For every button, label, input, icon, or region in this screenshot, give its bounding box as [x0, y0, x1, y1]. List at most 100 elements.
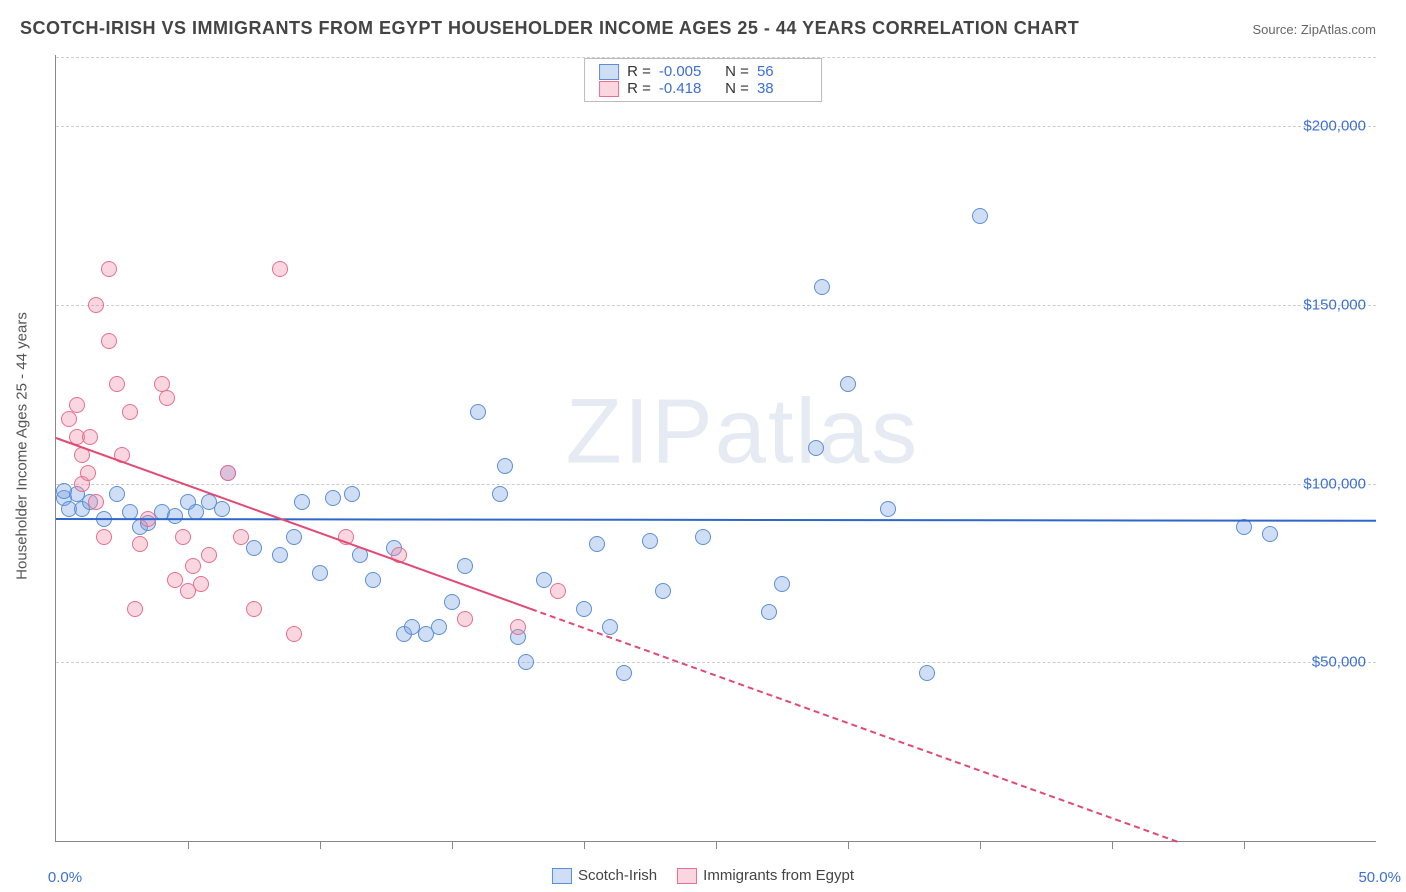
data-point	[101, 333, 117, 349]
x-tick-mark	[848, 841, 849, 849]
trend-line	[531, 608, 1178, 843]
data-point	[761, 604, 777, 620]
y-tick-label: $50,000	[1312, 654, 1366, 671]
data-point	[294, 494, 310, 510]
legend-r-label: R =	[627, 63, 651, 80]
data-point	[589, 536, 605, 552]
legend-row: R = -0.418 N = 38	[599, 80, 807, 97]
data-point	[96, 529, 112, 545]
data-point	[655, 583, 671, 599]
trend-line	[56, 437, 532, 610]
data-point	[272, 261, 288, 277]
source-prefix: Source:	[1252, 22, 1300, 37]
data-point	[312, 565, 328, 581]
data-point	[642, 533, 658, 549]
x-tick-mark	[1244, 841, 1245, 849]
legend-n-value: 38	[757, 80, 807, 97]
data-point	[109, 486, 125, 502]
legend-r-value: -0.418	[659, 80, 709, 97]
data-point	[602, 619, 618, 635]
y-axis-label: Householder Income Ages 25 - 44 years	[14, 312, 31, 580]
data-point	[272, 547, 288, 563]
data-point	[616, 665, 632, 681]
legend-series-name: Scotch-Irish	[578, 867, 657, 884]
data-point	[88, 494, 104, 510]
legend-r-label: R =	[627, 80, 651, 97]
data-point	[1262, 526, 1278, 542]
data-point	[774, 576, 790, 592]
data-point	[286, 626, 302, 642]
data-point	[880, 501, 896, 517]
gridline	[56, 305, 1376, 306]
source-link[interactable]: ZipAtlas.com	[1301, 22, 1376, 37]
gridline	[56, 126, 1376, 127]
legend-swatch	[677, 868, 697, 884]
data-point	[470, 404, 486, 420]
data-point	[193, 576, 209, 592]
y-tick-label: $150,000	[1303, 297, 1366, 314]
gridline	[56, 484, 1376, 485]
data-point	[497, 458, 513, 474]
watermark: ZIPatlas	[566, 380, 919, 485]
trend-line	[56, 518, 1376, 522]
data-point	[510, 619, 526, 635]
data-point	[167, 508, 183, 524]
legend-row: R = -0.005 N = 56	[599, 63, 807, 80]
data-point	[220, 465, 236, 481]
data-point	[576, 601, 592, 617]
correlation-legend: R = -0.005 N = 56R = -0.418 N = 38	[584, 58, 822, 102]
data-point	[840, 376, 856, 392]
legend-n-label: N =	[717, 80, 749, 97]
x-tick-mark	[584, 841, 585, 849]
data-point	[246, 540, 262, 556]
x-tick-mark	[188, 841, 189, 849]
data-point	[457, 558, 473, 574]
x-axis-max-label: 50.0%	[1358, 869, 1401, 886]
x-axis-min-label: 0.0%	[48, 869, 82, 886]
gridline	[56, 662, 1376, 663]
data-point	[201, 547, 217, 563]
legend-swatch	[599, 81, 619, 97]
data-point	[492, 486, 508, 502]
data-point	[122, 404, 138, 420]
data-point	[431, 619, 447, 635]
data-point	[814, 279, 830, 295]
legend-n-value: 56	[757, 63, 807, 80]
legend-item: Immigrants from Egypt	[677, 867, 854, 884]
data-point	[69, 397, 85, 413]
x-tick-mark	[716, 841, 717, 849]
data-point	[101, 261, 117, 277]
x-tick-mark	[320, 841, 321, 849]
data-point	[233, 529, 249, 545]
data-point	[550, 583, 566, 599]
y-tick-label: $100,000	[1303, 475, 1366, 492]
y-tick-label: $200,000	[1303, 118, 1366, 135]
data-point	[214, 501, 230, 517]
legend-r-value: -0.005	[659, 63, 709, 80]
legend-item: Scotch-Irish	[552, 867, 657, 884]
data-point	[175, 529, 191, 545]
data-point	[365, 572, 381, 588]
source-attribution: Source: ZipAtlas.com	[1252, 22, 1376, 37]
data-point	[82, 429, 98, 445]
chart-title: SCOTCH-IRISH VS IMMIGRANTS FROM EGYPT HO…	[20, 18, 1079, 39]
data-point	[518, 654, 534, 670]
x-tick-mark	[452, 841, 453, 849]
legend-swatch	[552, 868, 572, 884]
data-point	[127, 601, 143, 617]
data-point	[246, 601, 262, 617]
legend-n-label: N =	[717, 63, 749, 80]
legend-series-name: Immigrants from Egypt	[703, 867, 854, 884]
data-point	[159, 390, 175, 406]
x-tick-mark	[980, 841, 981, 849]
data-point	[344, 486, 360, 502]
scatter-chart: ZIPatlas $50,000 $100,000 $150,000 $200,000	[55, 55, 1376, 842]
data-point	[88, 297, 104, 313]
series-legend: Scotch-Irish Immigrants from Egypt	[552, 867, 854, 884]
data-point	[808, 440, 824, 456]
data-point	[457, 611, 473, 627]
data-point	[185, 558, 201, 574]
data-point	[444, 594, 460, 610]
data-point	[80, 465, 96, 481]
x-tick-mark	[1112, 841, 1113, 849]
